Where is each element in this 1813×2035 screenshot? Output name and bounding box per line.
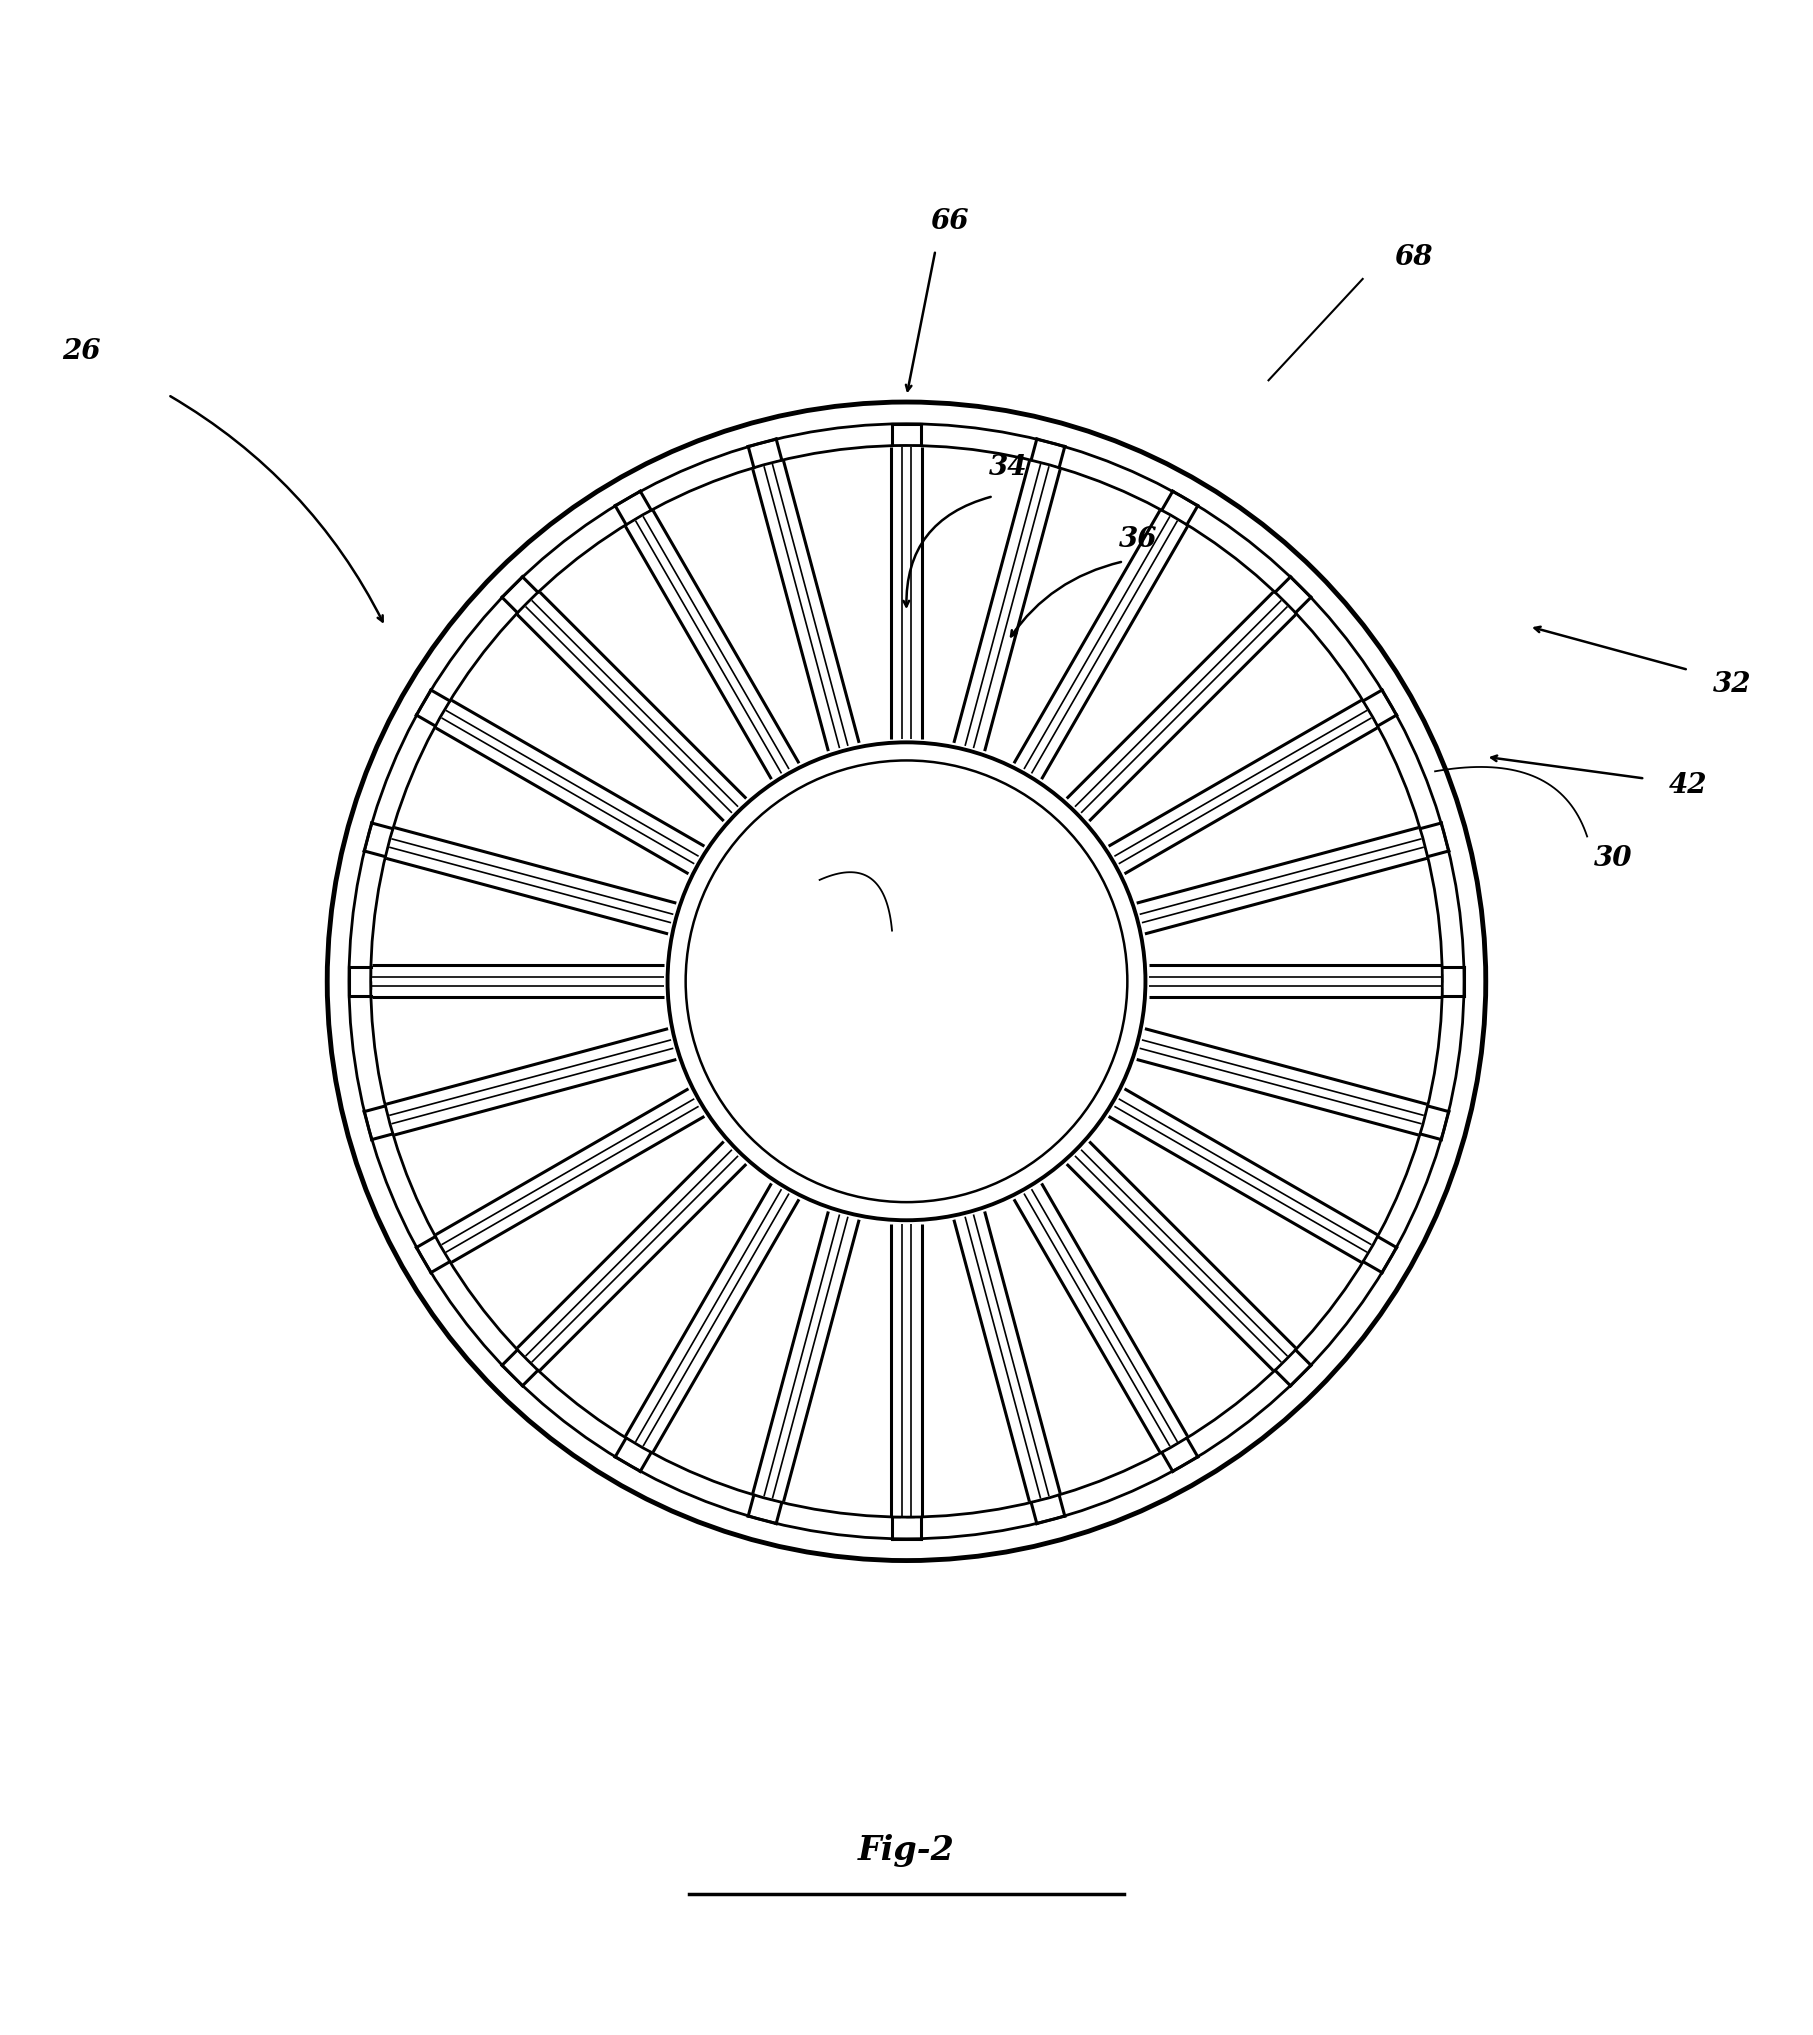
Text: 34: 34: [988, 454, 1028, 480]
Text: 26: 26: [62, 338, 100, 364]
Text: 30: 30: [1594, 845, 1634, 871]
Text: 38: 38: [872, 983, 912, 1009]
Text: 32: 32: [1713, 672, 1751, 698]
Circle shape: [667, 743, 1146, 1221]
Text: 36: 36: [1119, 527, 1157, 554]
Text: 42: 42: [1670, 773, 1708, 800]
Text: Fig-2: Fig-2: [858, 1834, 955, 1866]
Text: 66: 66: [930, 208, 970, 234]
Text: 68: 68: [1394, 244, 1432, 271]
